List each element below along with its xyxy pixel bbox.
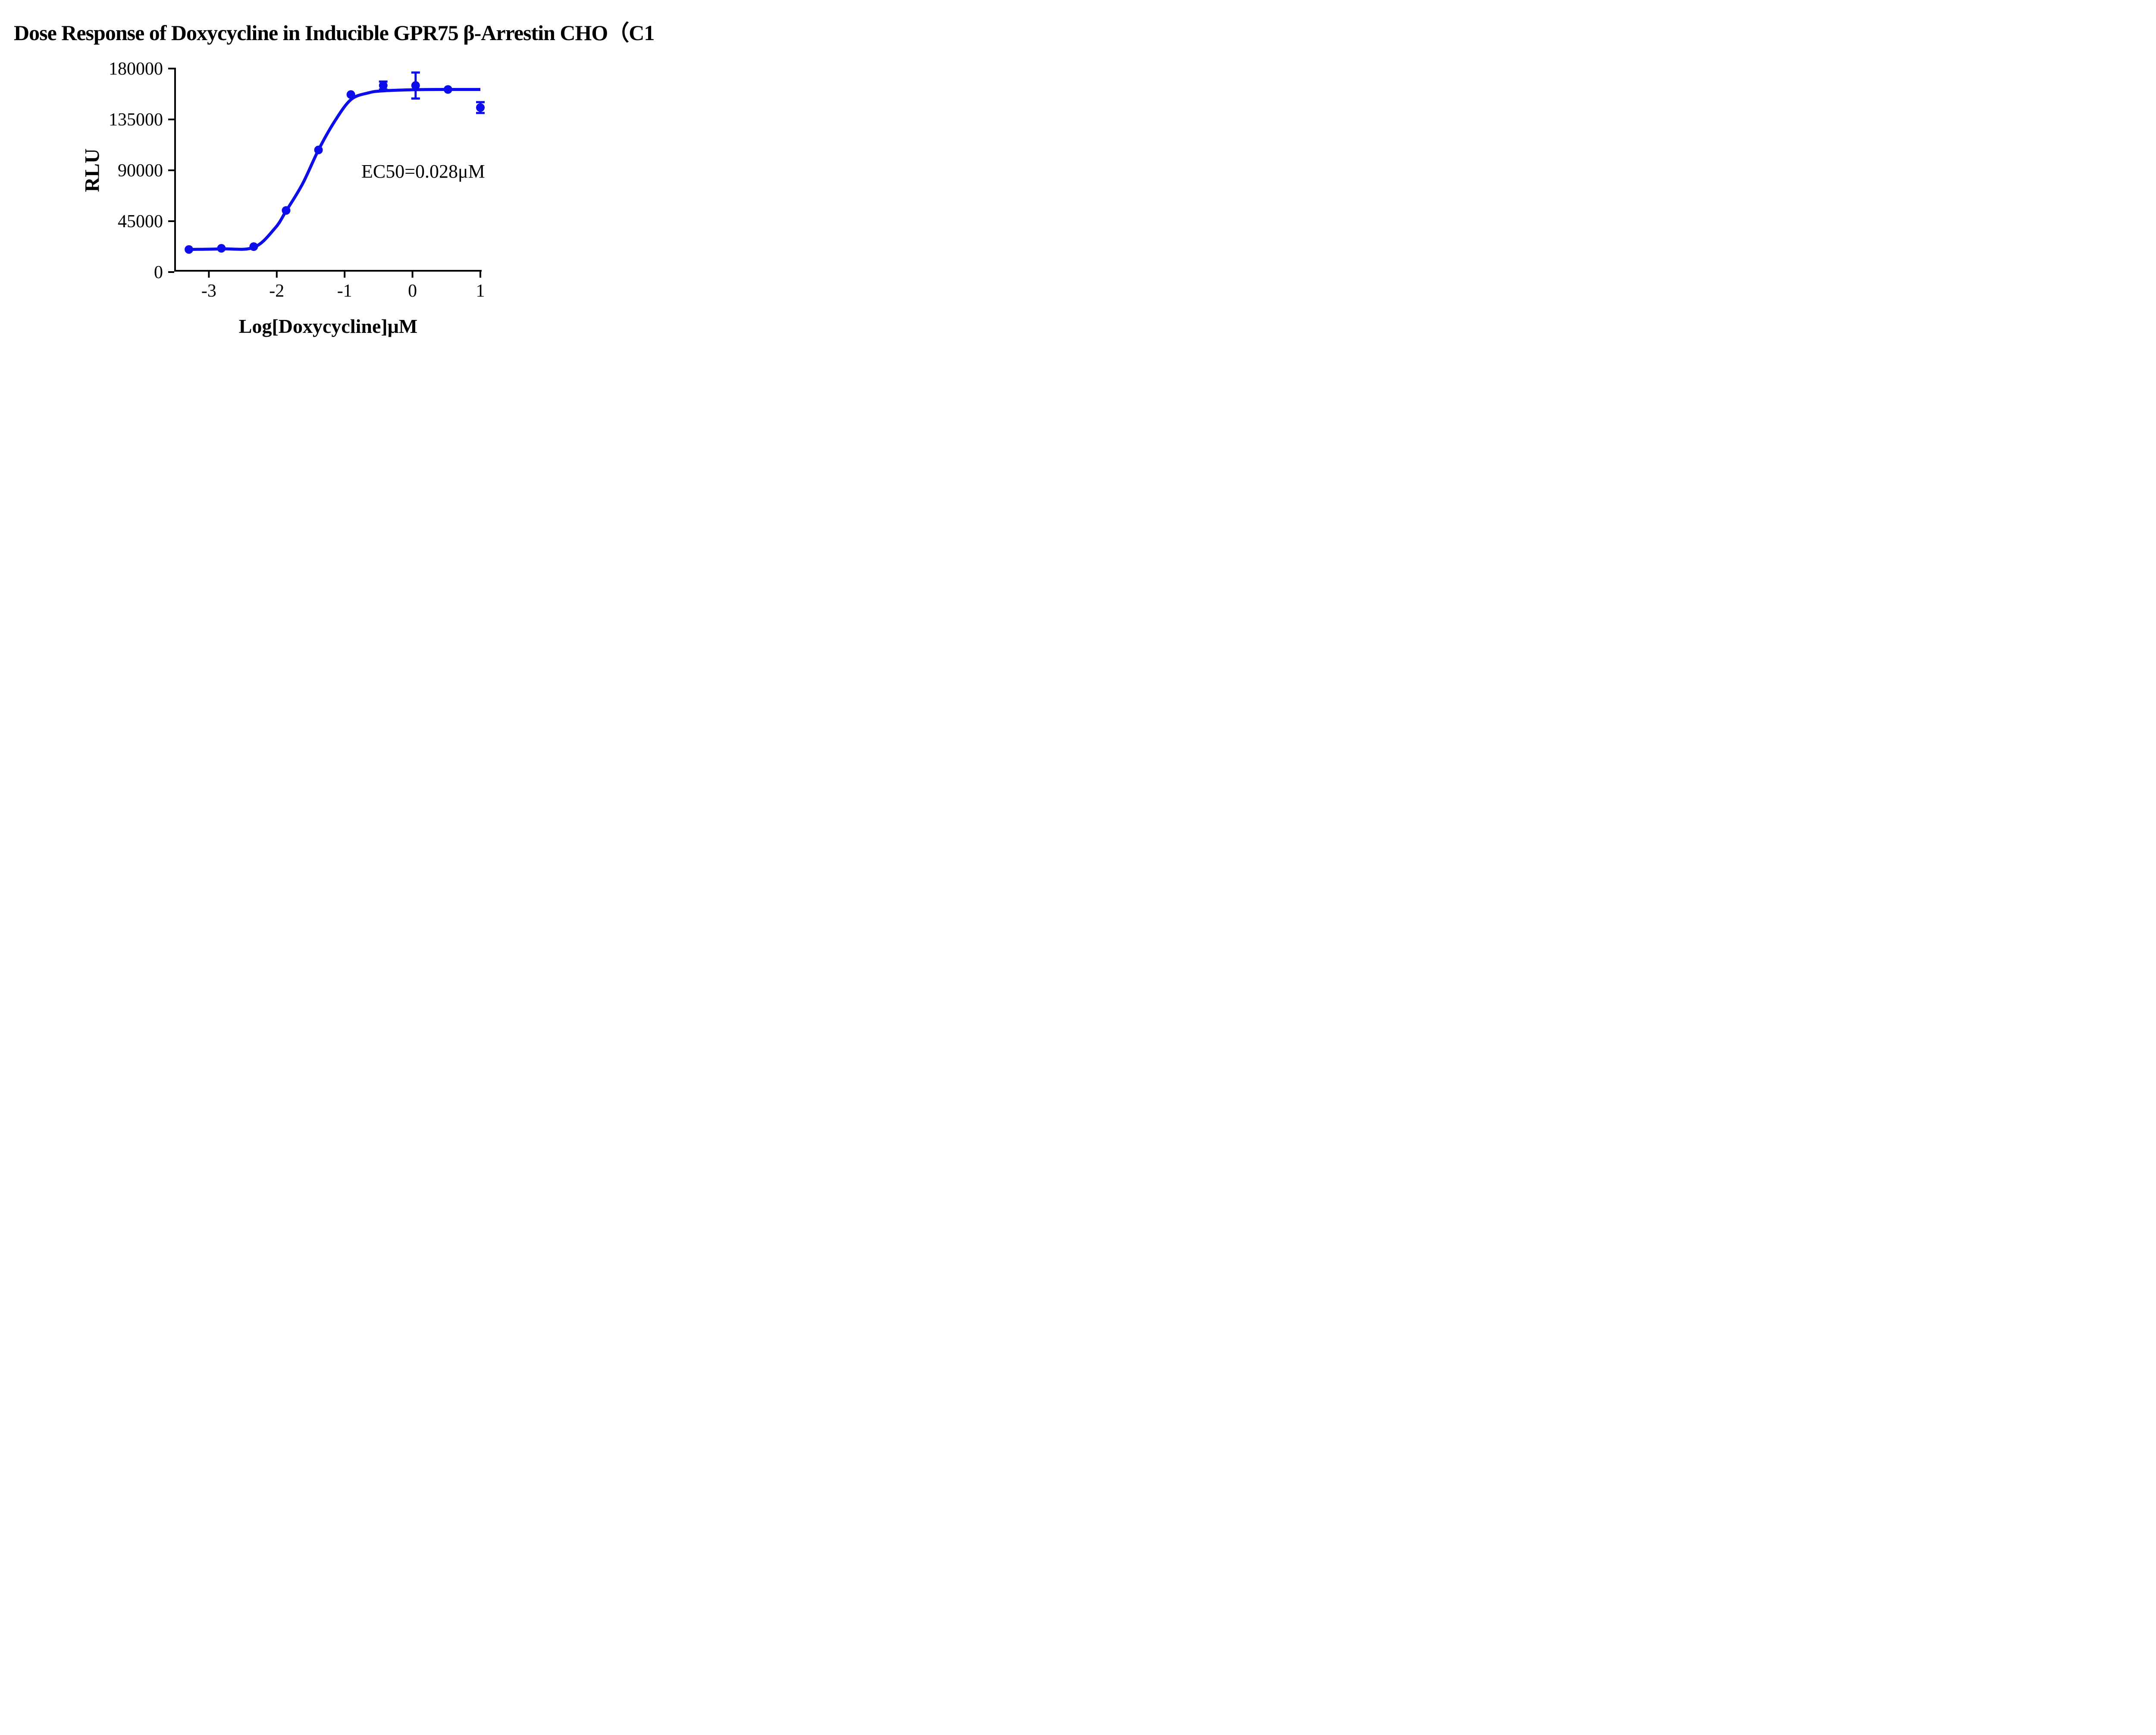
data-point — [346, 90, 355, 99]
fit-curve — [189, 88, 481, 251]
data-point — [249, 242, 258, 251]
x-axis-title: Log[Doxycycline]μM — [238, 315, 418, 337]
x-tick-label: 1 — [476, 281, 485, 301]
data-point — [282, 206, 291, 215]
dose-response-figure: Dose Response of Doxycycline in Inducibl… — [0, 0, 655, 347]
error-bar-cap — [476, 101, 485, 103]
y-tick — [168, 169, 174, 171]
x-tick-label: -3 — [201, 281, 216, 301]
data-point — [476, 103, 485, 112]
y-tick — [168, 68, 174, 69]
y-tick-label: 180000 — [109, 59, 163, 79]
chart-title: Dose Response of Doxycycline in Inducibl… — [14, 21, 655, 45]
x-tick-label: -1 — [337, 281, 352, 301]
x-tick — [411, 272, 414, 278]
y-tick — [168, 220, 174, 222]
x-tick — [208, 272, 210, 278]
data-point — [185, 245, 194, 254]
x-axis-line — [174, 270, 482, 272]
y-tick-label: 45000 — [118, 212, 163, 232]
y-axis-line — [174, 68, 176, 272]
ec50-annotation: EC50=0.028μM — [361, 161, 485, 182]
data-point — [443, 85, 452, 94]
x-tick — [479, 272, 481, 278]
data-point — [314, 145, 323, 154]
x-tick-label: -2 — [269, 281, 284, 301]
dose-response-chart: -3 -2 -1 0 1 0 45000 90000 135000 180000 — [109, 59, 485, 301]
y-tick-label: 135000 — [109, 110, 163, 130]
x-tick — [276, 272, 278, 278]
x-tick-label: 0 — [408, 281, 417, 301]
error-bar-cap — [476, 112, 485, 114]
y-tick — [168, 271, 174, 273]
y-tick-label: 90000 — [118, 161, 163, 181]
data-point — [217, 244, 226, 253]
error-bar-cap — [411, 71, 420, 74]
y-tick — [168, 119, 174, 120]
y-tick-label: 0 — [154, 263, 163, 282]
x-tick — [344, 272, 346, 278]
data-point — [411, 81, 420, 90]
data-point — [379, 81, 388, 90]
error-bar-cap — [411, 97, 420, 100]
